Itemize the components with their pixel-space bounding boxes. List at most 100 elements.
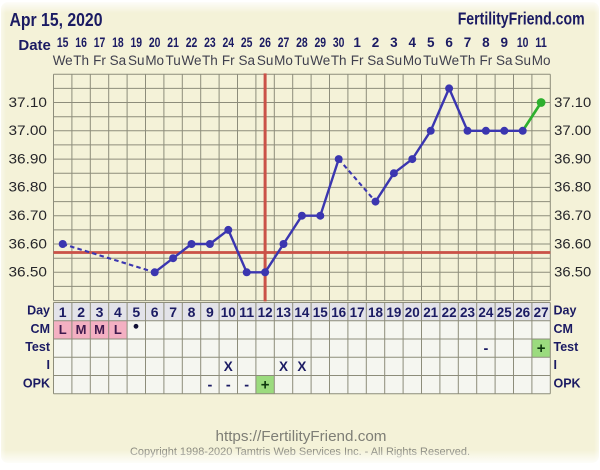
svg-text:21: 21 — [167, 35, 179, 50]
svg-text:We: We — [53, 53, 73, 68]
svg-text:21: 21 — [423, 304, 438, 320]
svg-text:36.70: 36.70 — [554, 208, 591, 223]
svg-text:4: 4 — [114, 304, 122, 320]
svg-text:-: - — [244, 377, 249, 393]
svg-text:11: 11 — [239, 304, 254, 320]
svg-text:-: - — [207, 377, 212, 393]
svg-text:Day: Day — [27, 304, 50, 318]
svg-text:1: 1 — [353, 35, 361, 50]
svg-text:Day: Day — [554, 304, 577, 318]
svg-text:6: 6 — [445, 35, 453, 50]
svg-text:Test: Test — [554, 340, 580, 354]
svg-text:5: 5 — [132, 304, 140, 320]
svg-text:L: L — [59, 322, 67, 337]
svg-text:8: 8 — [482, 35, 490, 50]
svg-text:15: 15 — [313, 304, 328, 320]
svg-text:37.00: 37.00 — [9, 123, 48, 138]
svg-text:4: 4 — [409, 35, 417, 50]
svg-text:We: We — [310, 53, 330, 68]
svg-text:Su: Su — [257, 53, 274, 68]
svg-text:Sa: Sa — [496, 53, 513, 68]
svg-text:9: 9 — [501, 35, 509, 50]
svg-text:25: 25 — [241, 35, 253, 50]
svg-text:26: 26 — [515, 304, 530, 320]
svg-text:23: 23 — [460, 304, 475, 320]
svg-text:X: X — [279, 359, 288, 374]
svg-text:M: M — [94, 322, 105, 337]
svg-text:Th: Th — [73, 53, 89, 68]
svg-text:I: I — [47, 358, 50, 372]
svg-text:Test: Test — [25, 340, 51, 354]
svg-text:Tu: Tu — [294, 53, 309, 68]
svg-text:X: X — [224, 359, 233, 374]
svg-text:10: 10 — [221, 304, 236, 320]
svg-text:7: 7 — [464, 35, 472, 50]
svg-text:37.10: 37.10 — [9, 95, 48, 110]
svg-text:22: 22 — [186, 35, 198, 50]
svg-text:Su: Su — [386, 53, 403, 68]
svg-text:16: 16 — [75, 35, 87, 50]
svg-text:We: We — [181, 53, 201, 68]
svg-text:19: 19 — [386, 304, 401, 320]
svg-text:37.10: 37.10 — [554, 95, 591, 110]
svg-text:Mo: Mo — [145, 53, 164, 68]
svg-text:Th: Th — [331, 53, 347, 68]
svg-text:18: 18 — [112, 35, 124, 50]
svg-text:36.80: 36.80 — [9, 180, 48, 195]
svg-text:CM: CM — [554, 322, 573, 336]
svg-text:7: 7 — [169, 304, 177, 320]
svg-text:Mo: Mo — [532, 53, 551, 68]
svg-text:9: 9 — [206, 304, 214, 320]
svg-text:27: 27 — [278, 35, 290, 50]
svg-text:23: 23 — [204, 35, 216, 50]
svg-text:36.80: 36.80 — [554, 180, 591, 195]
svg-text:Sa: Sa — [238, 53, 255, 68]
svg-text:24: 24 — [478, 304, 493, 320]
svg-text:FertilityFriend.com: FertilityFriend.com — [458, 9, 585, 29]
svg-text:19: 19 — [131, 35, 143, 50]
svg-text:11: 11 — [535, 35, 547, 50]
svg-text:20: 20 — [149, 35, 161, 50]
svg-text:2: 2 — [77, 304, 85, 320]
svg-text:18: 18 — [368, 304, 383, 320]
svg-text:Sa: Sa — [367, 53, 384, 68]
svg-text:36.60: 36.60 — [9, 236, 48, 251]
svg-text:Fr: Fr — [351, 53, 364, 68]
svg-text:36.70: 36.70 — [9, 208, 48, 223]
svg-text:Mo: Mo — [274, 53, 293, 68]
svg-text:Tu: Tu — [423, 53, 438, 68]
svg-text:6: 6 — [151, 304, 159, 320]
svg-text:https://FertilityFriend.com: https://FertilityFriend.com — [216, 429, 387, 445]
svg-text:Date: Date — [18, 37, 51, 54]
svg-text:14: 14 — [294, 304, 309, 320]
svg-text:16: 16 — [331, 304, 346, 320]
svg-text:Fr: Fr — [480, 53, 493, 68]
svg-text:15: 15 — [57, 35, 69, 50]
svg-text:Fr: Fr — [93, 53, 106, 68]
svg-text:OPK: OPK — [554, 376, 581, 390]
svg-text:3: 3 — [96, 304, 104, 320]
svg-text:36.50: 36.50 — [554, 265, 591, 280]
svg-text:CM: CM — [31, 322, 50, 336]
svg-text:36.50: 36.50 — [9, 265, 48, 280]
svg-text:OPK: OPK — [23, 376, 50, 390]
svg-text:Mo: Mo — [403, 53, 422, 68]
svg-text:We: We — [439, 53, 459, 68]
svg-text:-: - — [226, 377, 231, 393]
svg-text:30: 30 — [333, 35, 345, 50]
svg-text:12: 12 — [258, 304, 273, 320]
svg-text:+: + — [261, 376, 270, 393]
svg-text:X: X — [297, 359, 306, 374]
svg-text:25: 25 — [497, 304, 512, 320]
svg-text:22: 22 — [442, 304, 457, 320]
svg-text:Sa: Sa — [110, 53, 127, 68]
svg-text:3: 3 — [390, 35, 398, 50]
svg-text:17: 17 — [350, 304, 365, 320]
svg-text:36.90: 36.90 — [9, 151, 48, 166]
svg-text:36.60: 36.60 — [554, 236, 591, 251]
svg-text:Th: Th — [460, 53, 476, 68]
svg-text:Th: Th — [202, 53, 218, 68]
svg-text:13: 13 — [276, 304, 291, 320]
svg-text:28: 28 — [296, 35, 308, 50]
svg-text:20: 20 — [405, 304, 420, 320]
